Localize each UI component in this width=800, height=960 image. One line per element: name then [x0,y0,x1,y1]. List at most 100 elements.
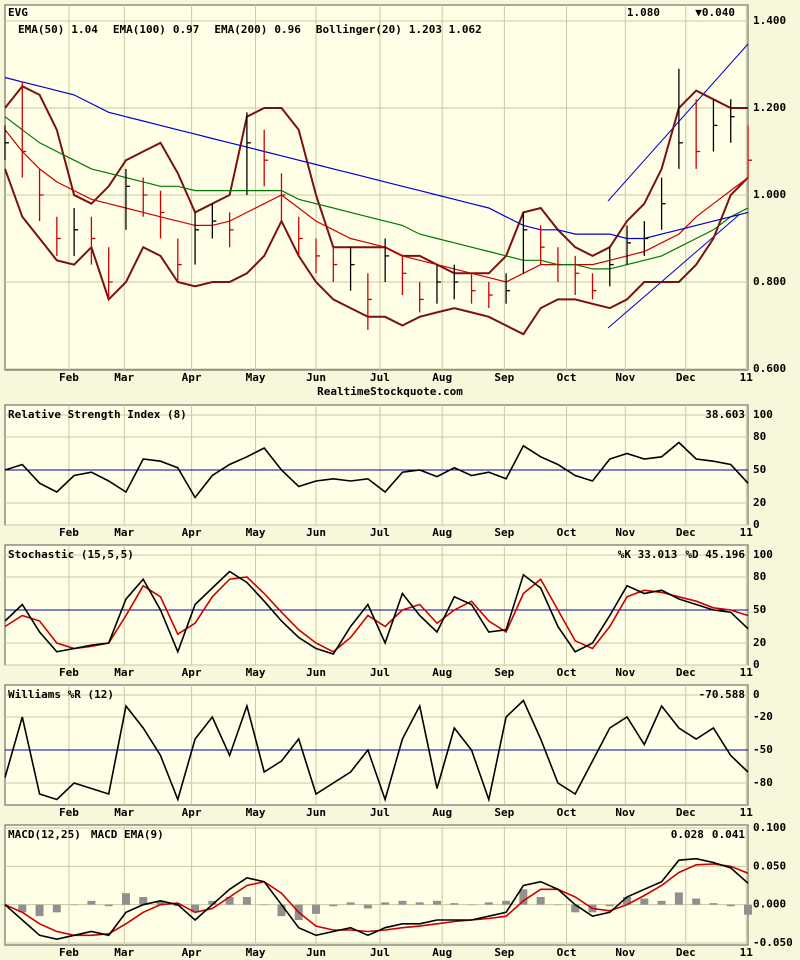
x-tick-label: Apr [182,526,202,539]
indicator-line [4,576,749,653]
x-tick-label: Jun [306,806,326,819]
legend-name: EMA(100) [113,23,166,36]
indicator-line [4,570,749,655]
readout: -70.588 [699,688,745,701]
legend-value: 0.96 [274,23,301,36]
histogram-bar [18,904,27,913]
panel-title: MACD EMA(9) [91,828,164,841]
panel-title: Williams %R (12) [8,688,114,701]
x-tick-label: Sep [494,806,514,819]
x-tick-label: Dec [676,806,696,819]
histogram-bar [623,897,632,905]
bollinger-band [4,84,748,275]
y-tick-label: -20 [753,710,773,723]
x-tick-label: Feb [59,946,79,959]
histogram-bar [139,897,148,905]
y-tick-label: 1.200 [753,101,786,114]
histogram-bar [744,904,752,915]
x-tick-label: Sep [494,371,514,384]
y-tick-label: -50 [753,743,773,756]
x-tick-label: Apr [182,371,202,384]
x-tick-label: Jun [306,666,326,679]
y-tick-label: 0.100 [753,821,786,834]
histogram-bar [52,904,61,913]
x-tick-label: 11 [740,946,754,959]
legend-value: 1.203 1.062 [409,23,482,36]
x-tick-label: Aug [432,371,452,384]
x-tick-label: Nov [615,946,635,959]
panel-title: MACD(12,25) [8,828,81,841]
trend-line [607,43,749,202]
x-tick-label: Jun [306,526,326,539]
x-tick-label: Aug [432,666,452,679]
x-tick-label: Aug [432,526,452,539]
trend-line [607,213,741,329]
x-tick-label: Sep [494,946,514,959]
histogram-bar [121,893,130,905]
x-tick-label: 11 [740,806,754,819]
x-tick-label: Apr [182,806,202,819]
panel [4,4,749,371]
legend-value: 1.04 [71,23,98,36]
watermark: RealtimeStockquote.com [317,385,463,398]
x-tick-label: Jul [370,371,390,384]
y-tick-label: 80 [753,430,766,443]
y-tick-label: 100 [753,408,773,421]
x-tick-label: Jun [306,371,326,384]
histogram-bar [35,904,44,917]
grid [5,5,748,945]
panel [4,544,749,666]
histogram-bar [432,900,441,905]
histogram-bar [415,902,424,905]
readout: 38.603 [705,408,745,421]
readout: %K 33.013 [618,548,678,561]
ema-line [4,116,749,270]
x-tick-label: Oct [557,526,577,539]
readout: 0.041 [712,828,745,841]
legend-name: Bollinger(20) [316,23,402,36]
y-tick-label: 0 [753,518,760,531]
histogram-bar [87,900,96,905]
y-tick-label: 0.600 [753,362,786,375]
histogram-bar [536,897,545,905]
panel [4,684,749,806]
y-tick-label: 1.400 [753,14,786,27]
x-tick-label: Feb [59,806,79,819]
panel [4,824,749,946]
x-tick-label: Jul [370,526,390,539]
histogram-bar [70,904,79,906]
x-tick-label: Nov [615,371,635,384]
y-tick-label: 1.000 [753,188,786,201]
x-tick-label: Dec [676,666,696,679]
histogram-bar [191,904,200,913]
x-tick-label: May [246,666,266,679]
x-tick-label: Nov [615,666,635,679]
x-tick-label: Sep [494,666,514,679]
histogram-bar [346,902,355,905]
x-tick-label: Sep [494,526,514,539]
x-tick-label: Jul [370,946,390,959]
histogram-bar [450,903,459,905]
histogram-bar [208,900,217,905]
x-tick-label: Mar [114,806,134,819]
y-tick-label: 0.050 [753,859,786,872]
x-tick-label: Mar [114,666,134,679]
x-tick-label: Feb [59,666,79,679]
x-tick-label: Jul [370,806,390,819]
histogram-bar [709,903,718,905]
x-tick-label: Oct [557,806,577,819]
histogram-bar [502,900,511,905]
histogram-bar [657,900,666,905]
y-tick-label: 20 [753,636,766,649]
y-tick-label: 50 [753,603,766,616]
x-tick-label: Oct [557,371,577,384]
panel-title: Stochastic (15,5,5) [8,548,134,561]
y-tick-label: 0.800 [753,275,786,288]
histogram-bar [484,902,493,905]
y-tick-label: 20 [753,496,766,509]
histogram-bar [329,904,338,907]
x-tick-label: May [246,806,266,819]
x-tick-label: Feb [59,526,79,539]
x-tick-label: Oct [557,946,577,959]
